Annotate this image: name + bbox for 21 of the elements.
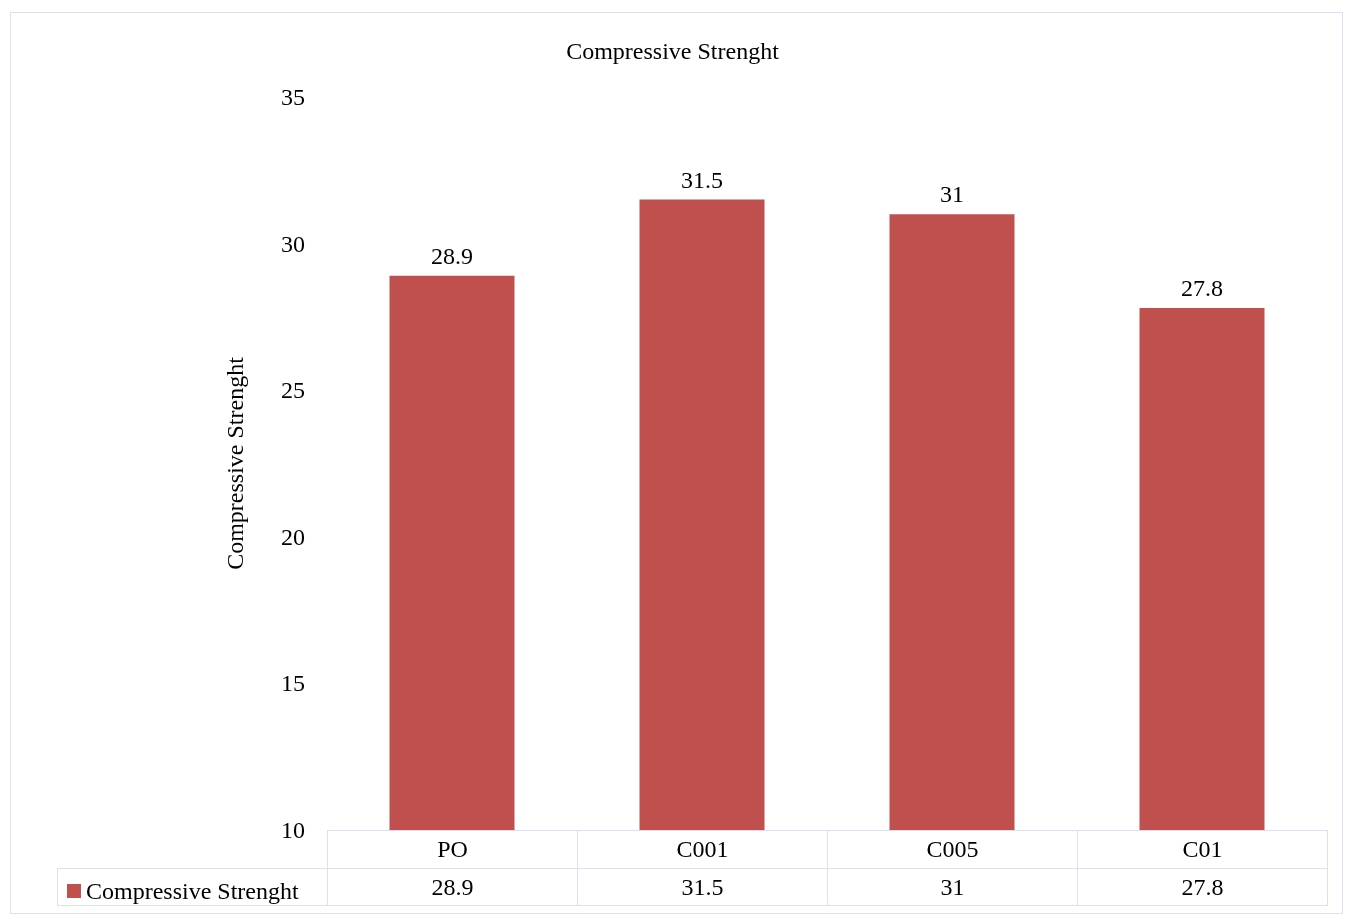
text: 28.9 [327, 868, 578, 906]
y-tick-label: 25 [281, 377, 305, 404]
y-tick-label: 10 [281, 817, 305, 843]
data-label: 31 [940, 181, 964, 208]
chart-title: Compressive Strenght [566, 38, 780, 64]
legend-label: Compressive Strenght [86, 878, 299, 904]
data-label: 31.5 [681, 166, 723, 193]
y-tick-label: 30 [281, 230, 305, 257]
x-tick-label: C005 [827, 830, 1078, 869]
y-axis-title: Compressive Strenght [222, 356, 248, 570]
text: 31.5 [577, 868, 828, 906]
y-tick-label: 20 [281, 523, 305, 550]
x-tick-label: PO [327, 830, 578, 869]
data-label: 27.8 [1181, 275, 1223, 302]
text: 27.8 [1077, 868, 1328, 906]
data-label: 28.9 [431, 242, 473, 269]
y-tick-label: 15 [281, 670, 305, 697]
x-tick-label: C01 [1077, 830, 1328, 869]
x-tick-label: C001 [577, 830, 828, 869]
y-tick-label: 35 [281, 84, 305, 110]
text: 31 [827, 868, 1078, 906]
